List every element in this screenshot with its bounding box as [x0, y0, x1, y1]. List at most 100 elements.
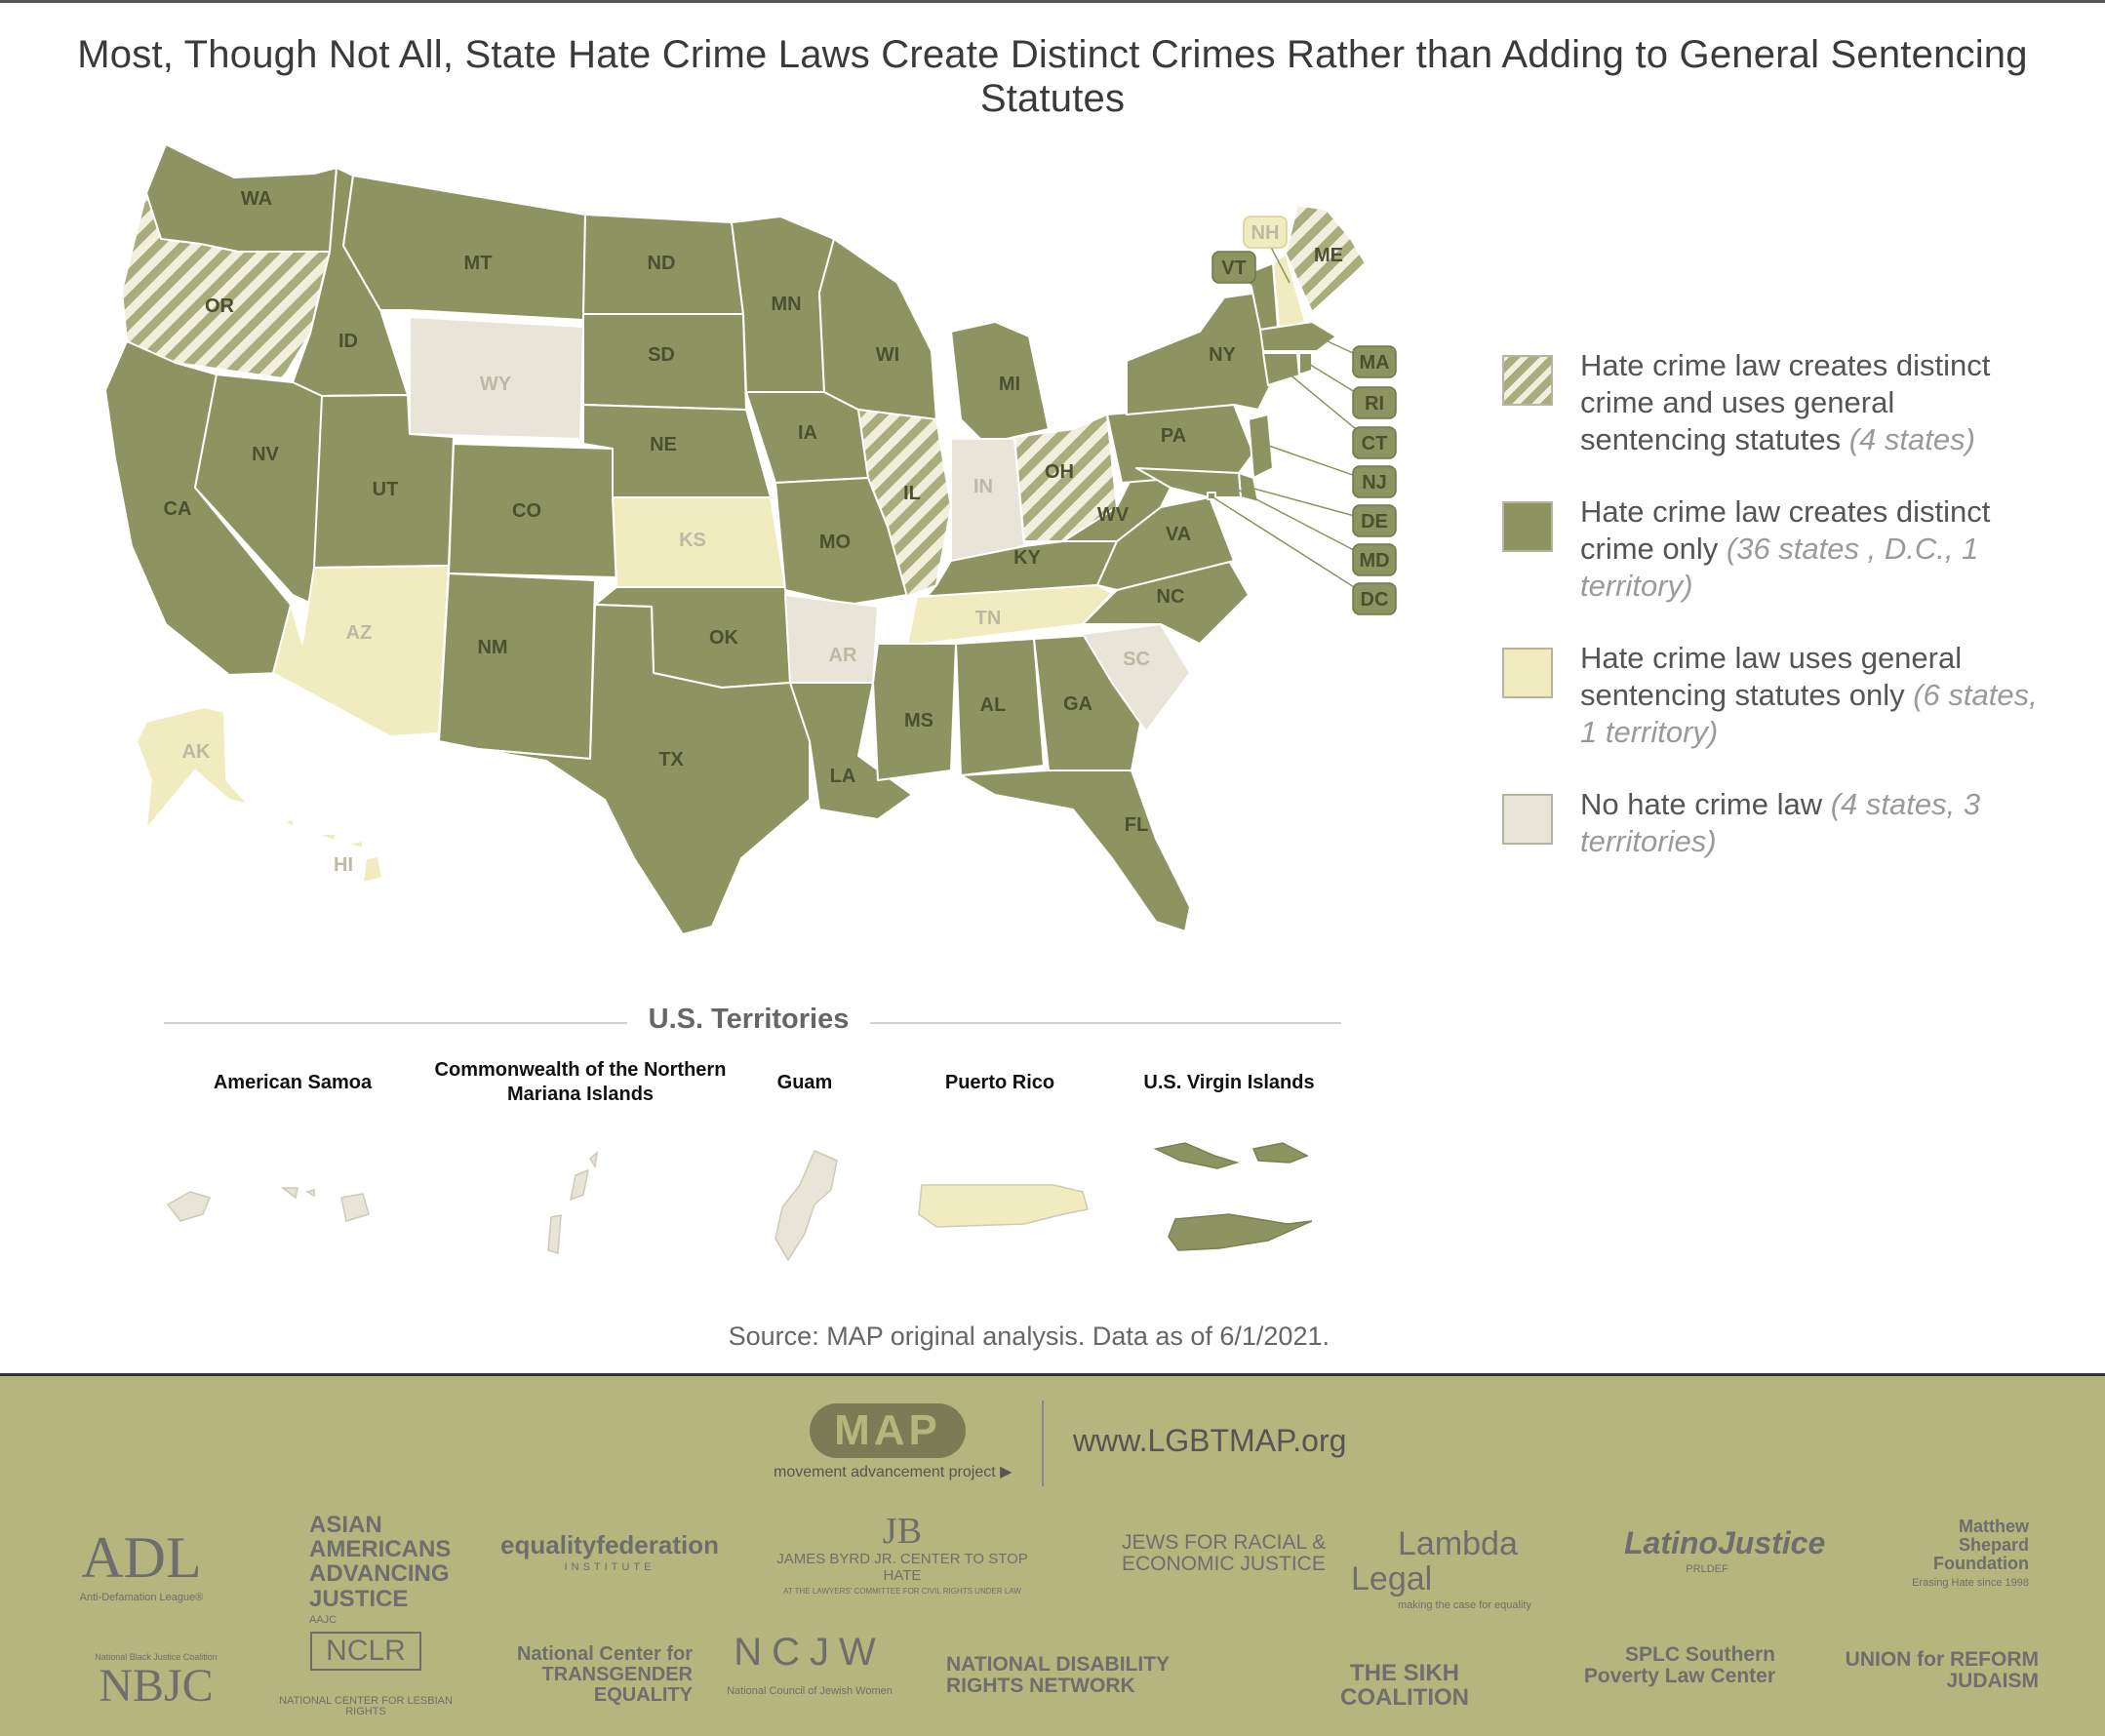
- state-wy[interactable]: [409, 316, 584, 440]
- map-logo[interactable]: MAP: [810, 1403, 966, 1458]
- state-nh[interactable]: [1272, 253, 1306, 337]
- partner-matthew-shepard[interactable]: Matthew Shepard Foundation Erasing Hate …: [1824, 1518, 2029, 1589]
- nclr-subtitle: NATIONAL CENTER FOR LESBIAN RIGHTS: [279, 1694, 453, 1718]
- legend-label: Hate crime law creates distinct crime an…: [1580, 348, 1991, 456]
- callout-box-dc[interactable]: [1352, 582, 1397, 615]
- state-label-il: IL: [903, 483, 921, 504]
- state-ms[interactable]: [872, 643, 957, 781]
- partner-ncte[interactable]: National Center for TRANSGENDER EQUALITY: [516, 1643, 693, 1706]
- territory-usvi-st-john[interactable]: [1251, 1142, 1309, 1164]
- territory-cnmi[interactable]: [547, 1151, 599, 1254]
- partner-latinojustice[interactable]: LatinoJustice PRLDEF: [1624, 1526, 1825, 1575]
- state-hi[interactable]: [282, 818, 383, 884]
- state-fl[interactable]: [960, 769, 1191, 932]
- territory-puerto-rico[interactable]: [918, 1184, 1089, 1228]
- callout-box-nj[interactable]: [1352, 465, 1397, 498]
- territory-usvi-st-croix[interactable]: [1168, 1213, 1313, 1251]
- callout-line-dc: [1211, 495, 1373, 600]
- partner-splc[interactable]: SPLC Southern Poverty Law Center: [1583, 1643, 1775, 1688]
- territory-american-samoa[interactable]: [166, 1187, 370, 1222]
- callout-box-md[interactable]: [1352, 543, 1397, 576]
- label-cnmi: Commonwealth of the Northern Mariana Isl…: [434, 1059, 727, 1105]
- partner-equality-federation[interactable]: equalityfederation INSTITUTE: [483, 1531, 736, 1574]
- ncjw-wordmark: NCJW: [734, 1631, 886, 1674]
- state-label-wa: WA: [241, 188, 272, 210]
- state-in[interactable]: [950, 438, 1025, 562]
- adl-subtitle: Anti-Defamation League®: [79, 1592, 204, 1603]
- legend-note: (6 states, 1 territory): [1580, 678, 2038, 749]
- callout-label-ri: RI: [1365, 393, 1384, 414]
- state-tx[interactable]: [477, 604, 811, 935]
- state-ny[interactable]: [1126, 292, 1279, 415]
- state-mt[interactable]: [342, 175, 586, 321]
- state-label-ut: UT: [373, 479, 399, 500]
- state-label-ky: KY: [1013, 547, 1041, 569]
- state-label-ak: AK: [182, 741, 211, 763]
- partner-aajc[interactable]: ASIAN AMERICANS ADVANCING JUSTICE AAJC: [249, 1513, 463, 1626]
- lambda-subtitle: making the case for equality: [1398, 1599, 1531, 1612]
- partner-jfrej[interactable]: JEWS FOR RACIAL & ECONOMIC JUSTICE: [1122, 1531, 1327, 1576]
- legend-item-distinct-only: Hate crime law creates distinct crime on…: [1502, 494, 2048, 644]
- partner-ndrn[interactable]: NATIONAL DISABILITY RIGHTS NETWORK: [946, 1653, 1170, 1698]
- partner-lambda-legal[interactable]: Lambda Legal making the case for equalit…: [1351, 1526, 1605, 1612]
- state-label-wi: WI: [876, 344, 899, 366]
- callout-label-ct: CT: [1362, 433, 1388, 454]
- partner-byrd-center[interactable]: JB JAMES BYRD JR. CENTER TO STOP HATE AT…: [761, 1511, 1044, 1597]
- partner-nbjc[interactable]: National Black Justice Coalition NBJC: [68, 1649, 244, 1712]
- state-label-ga: GA: [1063, 693, 1092, 715]
- callout-label-ma: MA: [1359, 352, 1389, 374]
- state-ri[interactable]: [1298, 352, 1313, 375]
- state-label-ks: KS: [679, 530, 706, 551]
- latino-subtitle: PRLDEF: [1686, 1562, 1728, 1575]
- legend-item-general-only: Hate crime law uses general sentencing s…: [1502, 641, 2048, 790]
- callout-label-nh: NH: [1251, 222, 1280, 244]
- state-md[interactable]: [1135, 467, 1242, 498]
- callout-line-de: [1250, 487, 1373, 522]
- callout-box-vt[interactable]: [1211, 251, 1256, 284]
- legend-swatch-yellow: [1502, 648, 1553, 698]
- partner-ncjw[interactable]: NCJW National Council of Jewish Women: [712, 1632, 907, 1698]
- callout-line-md: [1233, 487, 1373, 561]
- state-ar[interactable]: [784, 594, 879, 684]
- partner-urj[interactable]: UNION for REFORM JUDAISM: [1845, 1648, 2039, 1693]
- callout-box-de[interactable]: [1352, 504, 1397, 537]
- website-link[interactable]: www.LGBTMAP.org: [1073, 1423, 1347, 1458]
- partner-sikh-coalition[interactable]: THE SIKH COALITION: [1340, 1660, 1469, 1712]
- state-nm[interactable]: [438, 572, 596, 760]
- callout-box-nh[interactable]: [1243, 216, 1288, 249]
- callout-box-ct[interactable]: [1352, 426, 1397, 459]
- state-me[interactable]: [1285, 204, 1367, 313]
- nbjc-wordmark: NBJC: [99, 1660, 214, 1713]
- state-nj[interactable]: [1248, 414, 1274, 479]
- byrd-logo-icon: JB: [882, 1511, 923, 1552]
- state-label-tx: TX: [658, 749, 684, 770]
- aajc-wordmark: ASIAN AMERICANS ADVANCING JUSTICE: [309, 1512, 452, 1612]
- callout-box-ri[interactable]: [1352, 386, 1397, 419]
- state-ma[interactable]: [1259, 321, 1337, 352]
- state-mi[interactable]: [950, 321, 1050, 445]
- map-logo-subtitle: movement advancement project ▶: [774, 1464, 1013, 1480]
- state-il[interactable]: [857, 409, 952, 598]
- callout-box-ma[interactable]: [1352, 345, 1397, 378]
- footer: MAP movement advancement project ▶ www.L…: [0, 1373, 2105, 1736]
- legend-item-none: No hate crime law (4 states, 3 territori…: [1502, 787, 2048, 936]
- source-note: Source: MAP original analysis. Data as o…: [728, 1322, 1330, 1351]
- state-wi[interactable]: [818, 238, 937, 420]
- territory-guam[interactable]: [774, 1150, 838, 1262]
- legend-label: No hate crime law: [1580, 787, 1831, 821]
- partner-nclr[interactable]: NCLR NATIONAL CENTER FOR LESBIAN RIGHTS: [258, 1632, 473, 1718]
- legend-item-distinct-and-general: Hate crime law creates distinct crime an…: [1502, 348, 2048, 497]
- partner-adl[interactable]: ADL Anti-Defamation League®: [68, 1527, 215, 1604]
- state-al[interactable]: [955, 638, 1045, 776]
- state-label-ia: IA: [798, 422, 817, 444]
- legend-note: (4 states, 3 territories): [1580, 787, 1981, 858]
- label-usvi: U.S. Virgin Islands: [1143, 1072, 1315, 1093]
- state-la[interactable]: [789, 682, 913, 820]
- state-sc[interactable]: [1082, 623, 1191, 732]
- state-ct[interactable]: [1262, 352, 1300, 386]
- aajc-subtitle: AAJC: [309, 1613, 338, 1626]
- top-rule: [0, 0, 2105, 3]
- state-ak[interactable]: [136, 706, 250, 830]
- legend-swatch-dark: [1502, 501, 1553, 552]
- territory-usvi-st-thomas[interactable]: [1153, 1142, 1240, 1169]
